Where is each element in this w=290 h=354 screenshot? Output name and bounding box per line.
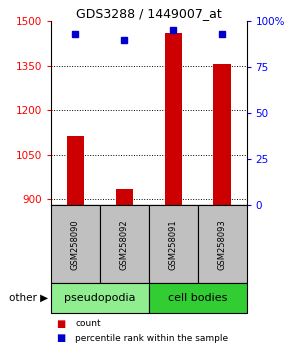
Bar	[67, 136, 84, 205]
Text: ■: ■	[57, 319, 66, 329]
Text: cell bodies: cell bodies	[168, 293, 227, 303]
Text: GSM258092: GSM258092	[120, 219, 129, 270]
Text: pseudopodia: pseudopodia	[64, 293, 135, 303]
Text: ■: ■	[57, 333, 66, 343]
Bar	[51, 205, 100, 283]
Text: other ▶: other ▶	[9, 293, 48, 303]
Text: GSM258093: GSM258093	[218, 219, 226, 270]
Text: GSM258090: GSM258090	[71, 219, 80, 270]
Bar	[51, 283, 148, 313]
Title: GDS3288 / 1449007_at: GDS3288 / 1449007_at	[76, 7, 222, 20]
Text: GSM258091: GSM258091	[168, 219, 177, 270]
Text: percentile rank within the sample: percentile rank within the sample	[75, 333, 229, 343]
Bar	[164, 33, 182, 205]
Bar	[197, 205, 246, 283]
Text: count: count	[75, 319, 101, 329]
Bar	[100, 205, 148, 283]
Bar	[148, 205, 197, 283]
Bar	[148, 283, 246, 313]
Bar	[213, 64, 231, 205]
Bar	[116, 189, 133, 205]
